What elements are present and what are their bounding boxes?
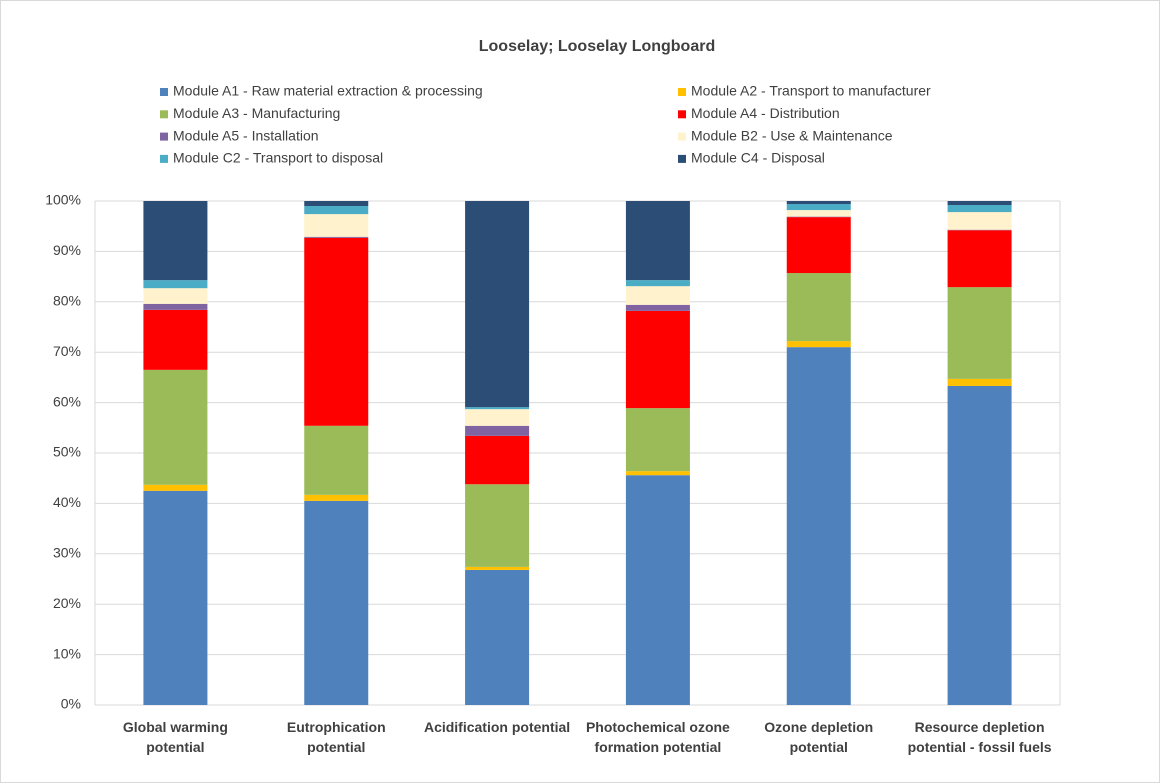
bar-segment — [304, 494, 369, 501]
bar-segment — [465, 407, 530, 410]
bar-segment — [786, 273, 851, 342]
bar-segment — [304, 237, 369, 426]
bar-segment — [947, 205, 1012, 213]
y-tick-label: 100% — [45, 192, 81, 208]
y-tick-label: 0% — [61, 696, 81, 712]
bar-segment — [465, 425, 530, 436]
bar-segment — [143, 201, 208, 281]
bar-segment — [786, 341, 851, 348]
bar-segment — [465, 409, 530, 426]
bar-segment — [625, 471, 690, 476]
x-tick-label: Ozone depletion potential — [764, 719, 874, 755]
legend-label: Module A3 - Manufacturing — [173, 105, 340, 121]
bar-segment — [625, 286, 690, 305]
y-tick-label: 90% — [53, 242, 81, 258]
legend-swatch — [160, 110, 168, 119]
x-tick-label: Acidification potential — [423, 719, 571, 735]
legend-swatch — [160, 132, 168, 141]
bar-segment — [947, 201, 1012, 206]
x-tick-label: Global warming potential — [122, 719, 228, 755]
legend-swatch — [678, 110, 686, 119]
bar-segment — [465, 569, 530, 705]
y-tick-label: 10% — [53, 645, 81, 661]
bar-segment — [465, 201, 530, 408]
y-tick-label: 70% — [53, 343, 81, 359]
bar-segment — [625, 304, 690, 311]
bar-segment — [947, 287, 1012, 379]
bar-segment — [465, 566, 530, 570]
bar-segment — [625, 201, 690, 281]
bar-segment — [143, 369, 208, 485]
bar-segment — [947, 385, 1012, 705]
y-tick-label: 50% — [53, 444, 81, 460]
legend-label: Module A1 - Raw material extraction & pr… — [173, 83, 483, 99]
bar-segment — [304, 201, 369, 207]
bar-segment — [465, 484, 530, 567]
bar-segment — [304, 236, 369, 238]
bar-segment — [625, 408, 690, 472]
bar-segment — [143, 303, 208, 310]
y-tick-label: 30% — [53, 545, 81, 561]
y-tick-label: 20% — [53, 595, 81, 611]
x-tick-label: Eutrophication potential — [286, 719, 386, 755]
bar-segment — [625, 280, 690, 287]
bar-segment — [786, 347, 851, 705]
legend-swatch — [160, 88, 168, 96]
legend-swatch — [678, 88, 686, 96]
bar-segment — [947, 378, 1012, 386]
bar-segment — [786, 216, 851, 218]
bar-segment — [304, 206, 369, 215]
bar-segment — [304, 425, 369, 495]
bar-segment — [143, 280, 208, 289]
legend-label: Module A2 - Transport to manufacturer — [691, 83, 931, 99]
bar-segment — [304, 500, 369, 705]
legend-label: Module C4 - Disposal — [691, 150, 825, 166]
bar-segment — [947, 229, 1012, 231]
legend-label: Module A4 - Distribution — [691, 105, 840, 121]
x-tick-label: Photochemical ozone formation potential — [585, 719, 730, 755]
bar-segment — [143, 490, 208, 705]
bar-segment — [143, 288, 208, 304]
y-tick-label: 40% — [53, 494, 81, 510]
bar-segment — [143, 484, 208, 491]
chart-title: Looselay; Looselay Longboard — [479, 38, 715, 55]
bar-segment — [465, 435, 530, 485]
y-tick-label: 60% — [53, 393, 81, 409]
bar-segment — [625, 310, 690, 409]
legend-label: Module A5 - Installation — [173, 127, 319, 143]
x-tick-label: Resource depletion potential - fossil fu… — [907, 719, 1052, 755]
bar-segment — [304, 214, 369, 237]
legend-swatch — [678, 154, 686, 163]
bar-segment — [143, 309, 208, 370]
legend-label: Module B2 - Use & Maintenance — [691, 127, 893, 143]
bar-segment — [786, 210, 851, 217]
bar-segment — [786, 201, 851, 205]
bar-segment — [947, 212, 1012, 230]
y-tick-label: 80% — [53, 293, 81, 309]
legend-swatch — [160, 154, 168, 163]
bar-segment — [786, 217, 851, 274]
legend-swatch — [678, 132, 686, 141]
bar-segment — [625, 475, 690, 705]
legend-label: Module C2 - Transport to disposal — [173, 150, 383, 166]
bar-segment — [947, 230, 1012, 288]
bar-segment — [786, 204, 851, 211]
